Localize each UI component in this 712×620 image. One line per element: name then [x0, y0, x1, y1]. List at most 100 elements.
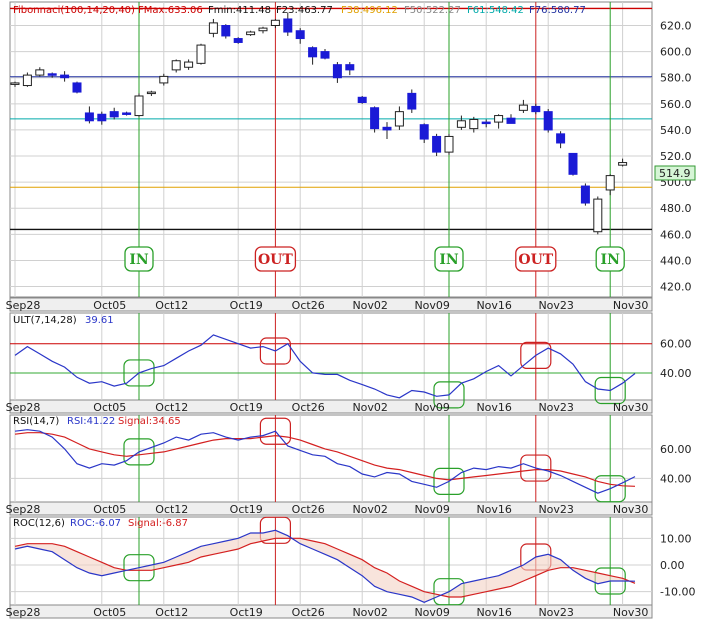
price-x-tick-label: Oct26	[292, 299, 325, 312]
last-price-label: 514.9	[659, 167, 691, 180]
ult-x-tick-label: Oct19	[230, 401, 263, 414]
candle-down	[370, 107, 380, 130]
roc-header-roc: ROC:-6.07	[70, 518, 121, 529]
ult-header-value: 39.61	[85, 315, 114, 326]
rsi-x-tick-label: Sep28	[6, 503, 41, 516]
roc-header-name: ROC(12,6)	[13, 518, 65, 529]
ult-x-tick-label: Oct12	[155, 401, 188, 414]
roc-x-tick-label: Nov09	[414, 606, 449, 619]
rsi-x-tick-label: Oct26	[292, 503, 325, 516]
candle-down	[357, 96, 367, 104]
ult-x-tick-label: Oct26	[292, 401, 325, 414]
candle-up	[394, 111, 404, 127]
last-price-badge	[654, 165, 696, 181]
ult-plot-area	[9, 312, 653, 401]
rsi-x-tick-label: Nov30	[613, 503, 648, 516]
signal-label-buy: IN	[439, 252, 459, 268]
candle-down	[531, 105, 541, 113]
price-x-tick-label: Sep28	[6, 299, 41, 312]
price-x-axis-strip	[9, 297, 653, 312]
candle-down	[122, 112, 132, 115]
ult-line	[14, 334, 636, 399]
signal-label-sell: OUT	[518, 252, 553, 268]
price-y-tick-label: 460.0	[660, 228, 692, 241]
candle-up	[456, 120, 466, 128]
rsi-signal-marker-sell	[259, 417, 291, 445]
roc-y-tick-label: 10.00	[660, 532, 692, 545]
price-x-tick-label: Nov09	[414, 299, 449, 312]
ult-signal-marker-sell	[520, 341, 552, 370]
candle-down	[109, 111, 119, 118]
price-header-fmax: FMax:633.06	[138, 5, 203, 16]
ult-signal-marker-buy	[123, 359, 155, 387]
roc-line	[14, 529, 636, 603]
roc-x-tick-label: Sep28	[6, 606, 41, 619]
signal-box-sell	[515, 246, 557, 272]
signal-box-buy	[434, 246, 464, 272]
signal-label-buy: IN	[601, 252, 621, 268]
price-header-f38: F38:496.12	[341, 5, 398, 16]
rsi-signal-line	[14, 432, 636, 487]
candle-up	[593, 198, 603, 233]
candle-down	[97, 113, 107, 122]
candle-up	[35, 69, 45, 76]
roc-gap-shading	[15, 530, 635, 603]
candle-up	[494, 115, 504, 123]
rsi-line	[14, 429, 636, 494]
price-x-tick-label: Oct05	[93, 299, 126, 312]
roc-x-tick-label: Oct12	[155, 606, 188, 619]
candle-down	[233, 38, 243, 43]
price-y-tick-label: 540.0	[660, 124, 692, 137]
candle-down	[72, 82, 82, 93]
rsi-x-tick-label: Nov02	[352, 503, 387, 516]
price-x-tick-label: Oct19	[230, 299, 263, 312]
candle-up	[444, 135, 454, 153]
candle-down	[580, 185, 590, 204]
candle-down	[382, 126, 392, 131]
candle-down	[320, 51, 330, 59]
ult-x-tick-label: Nov23	[538, 401, 573, 414]
rsi-signal-marker-sell	[520, 454, 552, 482]
roc-x-tick-label: Oct05	[93, 606, 126, 619]
candle-down	[221, 24, 231, 37]
candle-down	[308, 47, 318, 58]
signal-box-sell	[254, 246, 297, 272]
candle-up	[134, 95, 144, 117]
rsi-signal-marker-buy	[594, 475, 626, 503]
price-header-f61: F61:548.42	[467, 5, 524, 16]
rsi-header-rsi: RSI:41.22	[67, 416, 115, 427]
candle-down	[345, 64, 355, 71]
price-y-tick-label: 620.0	[660, 19, 692, 32]
ult-x-tick-label: Oct05	[93, 401, 126, 414]
rsi-plot-area	[9, 414, 653, 503]
ult-x-tick-label: Nov16	[476, 401, 511, 414]
rsi-x-tick-label: Nov09	[414, 503, 449, 516]
price-header-study: Fibonnaci(100,14,20,40)	[13, 5, 135, 16]
rsi-x-tick-label: Oct19	[230, 503, 263, 516]
candle-up	[258, 27, 268, 32]
price-header-fmin: Fmin:411.48	[208, 5, 271, 16]
price-y-tick-label: 560.0	[660, 98, 692, 111]
candle-down	[506, 117, 516, 124]
rsi-y-tick-label: 40.00	[660, 472, 692, 485]
price-header-f50: F50:522.27	[404, 5, 461, 16]
roc-x-tick-label: Nov30	[613, 606, 648, 619]
candle-down	[568, 152, 578, 175]
ult-signal-marker-buy	[594, 376, 626, 405]
price-header-f76: F76:580.77	[529, 5, 586, 16]
roc-y-tick-label: -10.00	[660, 586, 695, 599]
candle-up	[246, 31, 256, 36]
price-x-tick-label: Nov16	[476, 299, 511, 312]
rsi-y-tick-label: 60.00	[660, 443, 692, 456]
candle-up	[146, 91, 156, 95]
rsi-x-axis-strip	[9, 501, 653, 516]
ult-x-tick-label: Nov30	[613, 401, 648, 414]
candle-down	[47, 73, 57, 76]
rsi-signal-marker-buy	[123, 438, 155, 466]
candle-up	[22, 74, 32, 87]
candle-down	[432, 135, 442, 153]
roc-header-signal: Signal:-6.87	[128, 518, 188, 529]
price-y-tick-label: 480.0	[660, 202, 692, 215]
ult-y-tick-label: 40.00	[660, 367, 692, 380]
